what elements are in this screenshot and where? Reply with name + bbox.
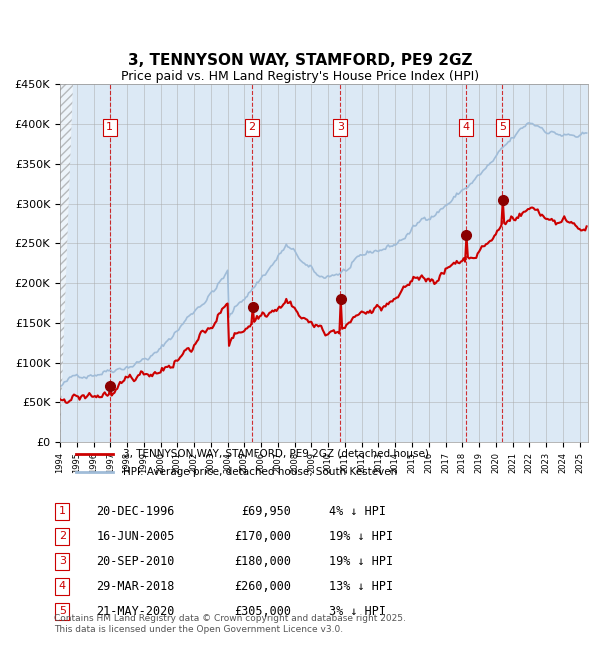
Text: £305,000: £305,000 [234, 604, 291, 617]
Text: 20-SEP-2010: 20-SEP-2010 [97, 554, 175, 568]
Text: Contains HM Land Registry data © Crown copyright and database right 2025.
This d: Contains HM Land Registry data © Crown c… [54, 614, 406, 634]
Text: 4: 4 [463, 122, 470, 133]
Text: 3, TENNYSON WAY, STAMFORD, PE9 2GZ (detached house): 3, TENNYSON WAY, STAMFORD, PE9 2GZ (deta… [124, 449, 429, 459]
Text: 5: 5 [59, 606, 66, 616]
Text: 29-MAR-2018: 29-MAR-2018 [97, 580, 175, 593]
Text: 20-DEC-1996: 20-DEC-1996 [97, 504, 175, 517]
Text: 16-JUN-2005: 16-JUN-2005 [97, 530, 175, 543]
Text: 1: 1 [59, 506, 66, 516]
Text: £260,000: £260,000 [234, 580, 291, 593]
Text: 19% ↓ HPI: 19% ↓ HPI [329, 554, 393, 568]
Text: 3: 3 [59, 556, 66, 566]
Text: 3: 3 [337, 122, 344, 133]
Text: 4% ↓ HPI: 4% ↓ HPI [329, 504, 386, 517]
Polygon shape [60, 84, 73, 442]
Text: Price paid vs. HM Land Registry's House Price Index (HPI): Price paid vs. HM Land Registry's House … [121, 70, 479, 83]
Text: 3% ↓ HPI: 3% ↓ HPI [329, 604, 386, 617]
Text: 13% ↓ HPI: 13% ↓ HPI [329, 580, 393, 593]
Text: 3, TENNYSON WAY, STAMFORD, PE9 2GZ: 3, TENNYSON WAY, STAMFORD, PE9 2GZ [128, 53, 472, 68]
Text: £180,000: £180,000 [234, 554, 291, 568]
Text: HPI: Average price, detached house, South Kesteven: HPI: Average price, detached house, Sout… [124, 467, 398, 477]
Text: £170,000: £170,000 [234, 530, 291, 543]
Text: 4: 4 [59, 581, 66, 592]
Text: 5: 5 [499, 122, 506, 133]
Text: 19% ↓ HPI: 19% ↓ HPI [329, 530, 393, 543]
Text: 1: 1 [106, 122, 113, 133]
Text: 2: 2 [59, 531, 66, 541]
Text: 2: 2 [248, 122, 256, 133]
Text: 21-MAY-2020: 21-MAY-2020 [97, 604, 175, 617]
Text: £69,950: £69,950 [241, 504, 291, 517]
